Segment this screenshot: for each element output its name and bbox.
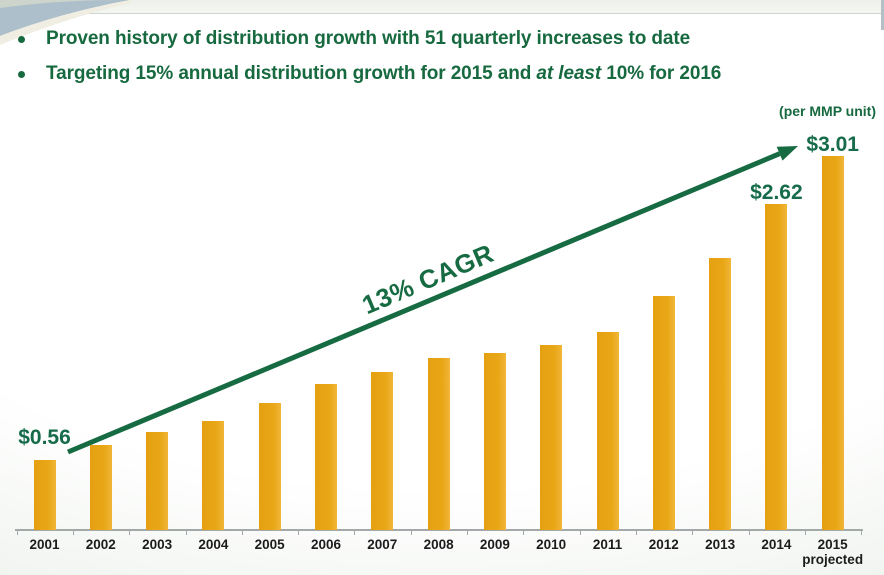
x-axis-tick bbox=[72, 530, 74, 535]
bar-2011 bbox=[596, 332, 619, 530]
bar-2003 bbox=[146, 431, 169, 530]
bar-2013 bbox=[709, 257, 732, 530]
x-axis-label-2014: 2014 bbox=[761, 537, 792, 552]
bar-2009 bbox=[483, 353, 506, 530]
x-axis-tick bbox=[579, 530, 581, 535]
x-axis-tick bbox=[129, 530, 131, 535]
x-axis-label-2009: 2009 bbox=[479, 537, 510, 552]
bar-2010 bbox=[540, 344, 563, 530]
x-axis-tick bbox=[298, 530, 300, 535]
x-axis-label-2002: 2002 bbox=[85, 537, 116, 552]
bar-2001 bbox=[33, 460, 56, 530]
x-axis-label-2011: 2011 bbox=[592, 537, 623, 552]
bullet-item-2: Targeting 15% annual distribution growth… bbox=[6, 62, 878, 86]
bullet-text-2: Targeting 15% annual distribution growth… bbox=[46, 63, 722, 84]
bullet-text-1: Proven history of distribution growth wi… bbox=[46, 28, 691, 49]
x-axis-tick bbox=[523, 530, 525, 535]
x-axis-label-2003: 2003 bbox=[142, 537, 173, 552]
x-axis-tick bbox=[692, 530, 694, 535]
value-label-2001: $0.56 bbox=[18, 426, 71, 450]
bar-2007 bbox=[371, 372, 394, 530]
cagr-annotation: 13% CAGR bbox=[357, 237, 499, 321]
bar-2008 bbox=[427, 358, 450, 530]
x-axis-label-2008: 2008 bbox=[423, 537, 454, 552]
bar-2002 bbox=[89, 445, 112, 530]
x-axis-tick bbox=[185, 530, 187, 535]
x-axis-label-2006: 2006 bbox=[310, 537, 342, 552]
x-axis-label-2001: 2001 bbox=[29, 537, 60, 552]
corner-decoration-right bbox=[881, 0, 884, 30]
value-label-2014: $2.62 bbox=[750, 181, 803, 205]
bar-2012 bbox=[652, 296, 675, 530]
bar-2004 bbox=[202, 420, 225, 530]
bar-2006 bbox=[315, 384, 337, 530]
x-axis-tick bbox=[410, 530, 412, 535]
x-axis-line bbox=[15, 529, 863, 531]
x-axis-tick bbox=[16, 530, 18, 535]
bullet-item-1: Proven history of distribution growth wi… bbox=[6, 27, 878, 51]
bullet-icon bbox=[18, 36, 25, 43]
bar-2015 bbox=[821, 155, 844, 530]
x-axis-label-2015: 2015 projected bbox=[795, 537, 871, 567]
x-axis-label-2010: 2010 bbox=[536, 537, 567, 552]
x-axis-sublabel: projected bbox=[802, 552, 864, 567]
value-label-2015: $3.01 bbox=[806, 132, 859, 156]
swoosh-band-bottom bbox=[0, 0, 132, 45]
x-axis-tick bbox=[467, 530, 468, 535]
x-axis-label-2005: 2005 bbox=[254, 537, 285, 552]
x-axis-tick bbox=[861, 530, 863, 535]
bar-2005 bbox=[258, 403, 281, 530]
top-edge-band bbox=[0, 0, 884, 14]
x-axis-label-2012: 2012 bbox=[648, 537, 679, 552]
x-axis-tick bbox=[635, 530, 637, 535]
x-axis-tick bbox=[804, 530, 806, 535]
x-axis-tick bbox=[354, 530, 356, 535]
bullet-list: Proven history of distribution growth wi… bbox=[6, 27, 878, 97]
corner-swoosh-decoration bbox=[0, 0, 132, 45]
bullet-icon bbox=[18, 71, 25, 78]
x-axis-tick bbox=[748, 530, 750, 535]
bar-2014 bbox=[765, 204, 788, 530]
x-axis-tick bbox=[241, 530, 243, 535]
chart-unit-note: (per MMP unit) bbox=[779, 103, 876, 119]
x-axis-label-2013: 2013 bbox=[705, 537, 736, 552]
x-axis-label-2004: 2004 bbox=[198, 537, 229, 552]
x-axis-label-2007: 2007 bbox=[367, 537, 398, 552]
swoosh-band-middle bbox=[0, 0, 130, 36]
